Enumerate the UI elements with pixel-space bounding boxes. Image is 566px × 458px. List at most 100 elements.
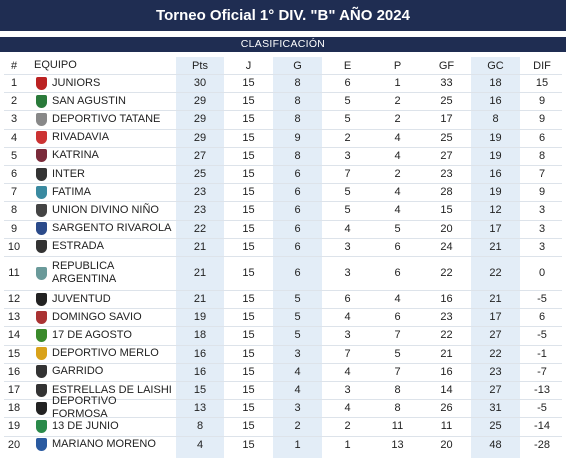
column-header: GF bbox=[438, 59, 455, 72]
team-name: RIVADAVIA bbox=[52, 131, 110, 144]
cell: 17 bbox=[489, 222, 502, 235]
cell: 4 bbox=[344, 222, 351, 235]
team-logo bbox=[36, 383, 47, 397]
cell: 14 bbox=[7, 329, 21, 342]
team-logo bbox=[36, 113, 47, 126]
team-logo bbox=[36, 347, 47, 361]
cell: 30 bbox=[193, 77, 207, 90]
cell: 3 bbox=[294, 347, 301, 360]
team-logo bbox=[36, 222, 47, 236]
cell: 4 bbox=[394, 186, 401, 199]
cell: 17 bbox=[440, 113, 453, 126]
row-separator bbox=[4, 399, 562, 401]
team-name: SAN AGUSTIN bbox=[52, 94, 126, 107]
team-name: DEPORTIVO MERLO bbox=[52, 347, 159, 360]
cell: 5 bbox=[10, 149, 18, 162]
team-logo bbox=[36, 149, 47, 163]
cell: -5 bbox=[537, 402, 547, 415]
cell: 16 bbox=[7, 365, 21, 378]
cell: 48 bbox=[489, 438, 502, 451]
team-logo bbox=[36, 420, 47, 433]
cell: 8 bbox=[294, 77, 301, 90]
cell: -13 bbox=[534, 384, 550, 397]
cell: 20 bbox=[440, 438, 453, 451]
cell: 3 bbox=[10, 113, 18, 126]
cell: 15 bbox=[242, 149, 255, 162]
column-header: J bbox=[245, 59, 252, 72]
cell: 15 bbox=[242, 95, 255, 108]
cell: 2 bbox=[394, 168, 401, 181]
cell: 6 bbox=[538, 131, 546, 144]
cell: 18 bbox=[489, 77, 502, 90]
cell: 5 bbox=[344, 186, 351, 199]
cell: 15 bbox=[242, 204, 255, 217]
cell: 13 bbox=[7, 311, 21, 324]
cell: 19 bbox=[489, 149, 502, 162]
cell: 27 bbox=[489, 329, 502, 342]
team-name: MARIANO MORENO bbox=[52, 438, 156, 451]
cell: 21 bbox=[193, 267, 207, 279]
cell: 0 bbox=[538, 267, 546, 279]
cell: 5 bbox=[344, 204, 351, 217]
row-separator bbox=[4, 435, 562, 437]
cell: 15 bbox=[242, 402, 255, 415]
cell: 9 bbox=[538, 186, 546, 199]
row-separator bbox=[4, 308, 562, 310]
cell: 6 bbox=[294, 168, 301, 181]
cell: -1 bbox=[537, 347, 547, 360]
team-logo bbox=[36, 240, 47, 254]
cell: 25 bbox=[193, 168, 207, 181]
cell: 8 bbox=[538, 149, 546, 162]
cell: 23 bbox=[193, 186, 207, 199]
cell: 6 bbox=[344, 77, 351, 90]
row-separator bbox=[4, 128, 562, 130]
cell: 15 bbox=[242, 438, 255, 451]
cell: 2 bbox=[394, 95, 401, 108]
cell: 6 bbox=[344, 293, 351, 306]
cell: 1 bbox=[394, 77, 401, 90]
cell: 6 bbox=[294, 222, 301, 235]
cell: 15 bbox=[242, 186, 255, 199]
cell: 7 bbox=[394, 329, 401, 342]
cell: 4 bbox=[394, 293, 401, 306]
cell: 19 bbox=[489, 131, 502, 144]
team-logo bbox=[36, 401, 47, 415]
column-header: G bbox=[293, 59, 302, 72]
cell: 19 bbox=[193, 311, 207, 324]
cell: 19 bbox=[489, 186, 502, 199]
cell: 16 bbox=[489, 168, 502, 181]
cell: 25 bbox=[440, 95, 453, 108]
team-name: INTER bbox=[52, 167, 85, 180]
cell: 4 bbox=[344, 311, 351, 324]
cell: 22 bbox=[193, 222, 207, 235]
team-name: 13 DE JUNIO bbox=[52, 419, 119, 432]
cell: -7 bbox=[537, 365, 547, 378]
team-logo bbox=[36, 310, 47, 324]
team-name: REPUBLICA ARGENTINA bbox=[52, 260, 117, 285]
cell: 21 bbox=[440, 347, 453, 360]
cell: 1 bbox=[10, 77, 18, 90]
row-separator bbox=[4, 165, 562, 166]
row-separator bbox=[4, 183, 562, 185]
cell: 26 bbox=[440, 402, 453, 415]
column-shade bbox=[176, 57, 224, 458]
cell: 3 bbox=[538, 222, 546, 235]
cell: 4 bbox=[294, 384, 301, 397]
cell: 17 bbox=[489, 311, 502, 324]
row-separator bbox=[4, 201, 562, 203]
row-separator bbox=[4, 417, 562, 419]
cell: 15 bbox=[242, 311, 255, 324]
cell: 3 bbox=[538, 240, 546, 253]
team-logo bbox=[36, 204, 47, 217]
team-logo bbox=[36, 292, 47, 306]
cell: 21 bbox=[193, 293, 207, 306]
team-name: JUVENTUD bbox=[52, 292, 111, 305]
cell: 2 bbox=[294, 420, 301, 433]
cell: 16 bbox=[440, 293, 453, 306]
cell: 15 bbox=[193, 384, 207, 397]
cell: 9 bbox=[294, 131, 301, 144]
cell: 23 bbox=[440, 311, 453, 324]
row-separator bbox=[4, 74, 562, 75]
row-separator bbox=[4, 256, 562, 257]
cell: 5 bbox=[394, 222, 401, 235]
